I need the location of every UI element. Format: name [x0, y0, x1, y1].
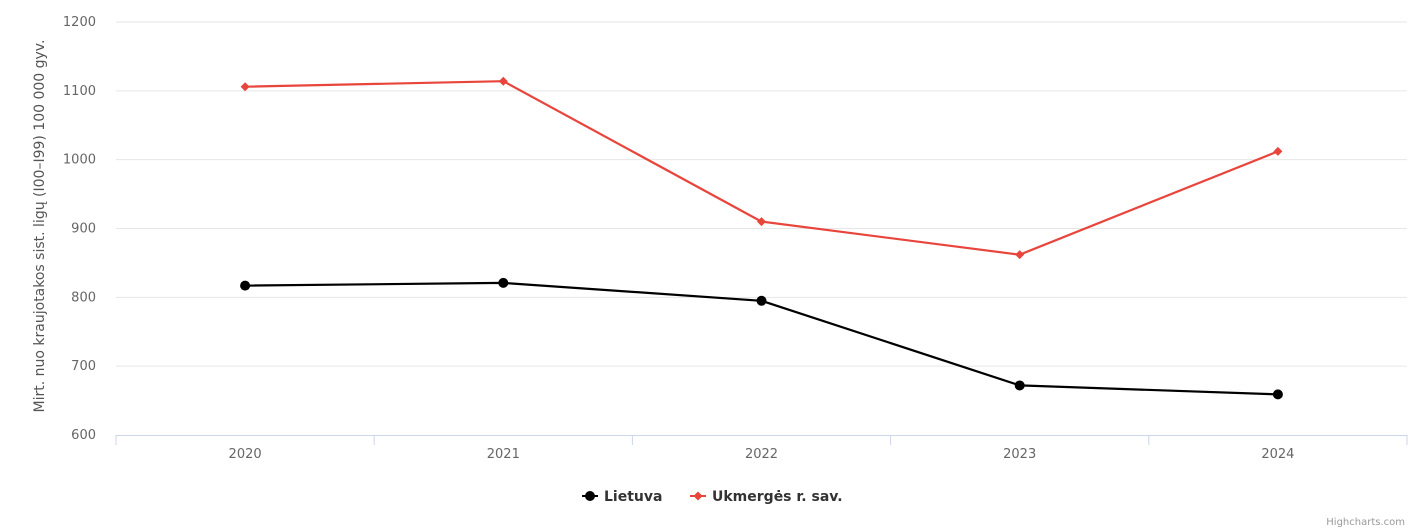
legend-label: Lietuva — [604, 489, 662, 505]
x-axis: 2020 2021 2022 2023 2024 — [115, 435, 1408, 462]
legend-item-ukmerge[interactable]: Ukmergės r. sav. — [690, 489, 843, 505]
data-point-lietuva — [240, 280, 251, 291]
legend-marker-circle — [585, 491, 595, 501]
data-point-ukmerge — [1273, 146, 1283, 156]
y-tick-label: 700 — [71, 359, 96, 374]
data-point-ukmerge — [757, 217, 766, 227]
y-axis: 600 700 800 900 1000 1100 1200 — [63, 15, 96, 443]
data-point-ukmerge — [498, 76, 508, 86]
grid-lines — [116, 21, 1407, 367]
y-tick-label: 1100 — [63, 84, 96, 99]
y-axis-title: Mirt. nuo kraujotakos sist. ligų (I00–I9… — [32, 40, 48, 413]
data-point-lietuva — [1014, 380, 1025, 391]
legend: Lietuva Ukmergės r. sav. — [582, 489, 843, 505]
x-tick-label: 2023 — [1003, 447, 1036, 462]
legend-item-lietuva[interactable]: Lietuva — [582, 489, 662, 505]
y-tick-label: 1200 — [63, 15, 96, 30]
y-tick-label: 900 — [71, 222, 96, 237]
y-tick-label: 600 — [71, 428, 96, 443]
data-point-ukmerge — [1015, 250, 1025, 260]
legend-marker-diamond — [693, 491, 703, 501]
data-point-lietuva — [756, 295, 767, 306]
y-tick-label: 800 — [71, 290, 96, 305]
data-point-ukmerge — [240, 82, 250, 92]
x-tick-label: 2024 — [1261, 447, 1294, 462]
data-point-lietuva — [1272, 389, 1283, 400]
x-tick-label: 2022 — [745, 447, 778, 462]
legend-label: Ukmergės r. sav. — [712, 489, 843, 505]
y-tick-label: 1000 — [63, 153, 96, 168]
x-tick-label: 2021 — [487, 447, 520, 462]
x-tick-label: 2020 — [229, 447, 262, 462]
series-layer — [240, 76, 1283, 400]
credits-link[interactable]: Highcharts.com — [1326, 517, 1405, 528]
data-point-lietuva — [498, 277, 509, 288]
